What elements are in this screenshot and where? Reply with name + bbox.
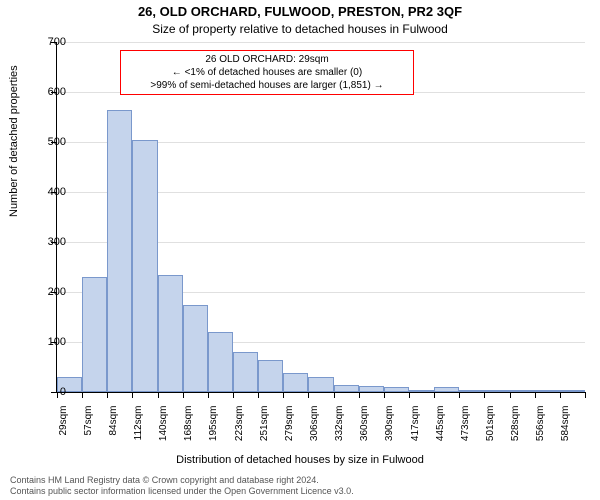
x-tick (308, 392, 309, 398)
y-tick-label: 100 (26, 336, 66, 348)
x-tick (535, 392, 536, 398)
histogram-bar (459, 390, 484, 392)
property-size-chart: 26, OLD ORCHARD, FULWOOD, PRESTON, PR2 3… (0, 0, 600, 500)
x-tick-label: 251sqm (259, 406, 270, 462)
x-tick-label: 57sqm (83, 406, 94, 462)
y-tick-label: 0 (26, 386, 66, 398)
histogram-bar (384, 387, 409, 392)
x-tick (107, 392, 108, 398)
y-tick-label: 600 (26, 86, 66, 98)
histogram-bar (434, 387, 459, 392)
histogram-bar (82, 277, 107, 392)
footer-line1: Contains HM Land Registry data © Crown c… (10, 475, 590, 487)
x-tick-label: 556sqm (535, 406, 546, 462)
footer-text: Contains HM Land Registry data © Crown c… (10, 475, 590, 498)
histogram-bar (233, 352, 258, 392)
x-tick-label: 168sqm (183, 406, 194, 462)
x-tick-label: 473sqm (460, 406, 471, 462)
x-tick-label: 501sqm (485, 406, 496, 462)
x-tick-label: 195sqm (208, 406, 219, 462)
histogram-bar (258, 360, 283, 393)
x-tick (434, 392, 435, 398)
x-tick-label: 584sqm (560, 406, 571, 462)
x-tick-label: 390sqm (384, 406, 395, 462)
x-tick-label: 528sqm (510, 406, 521, 462)
annotation-line2: ← <1% of detached houses are smaller (0) (127, 66, 407, 79)
x-tick (233, 392, 234, 398)
histogram-bar (308, 377, 333, 392)
y-tick-label: 300 (26, 236, 66, 248)
x-tick (484, 392, 485, 398)
annotation-line1: 26 OLD ORCHARD: 29sqm (127, 53, 407, 66)
x-tick-label: 279sqm (284, 406, 295, 462)
x-tick (560, 392, 561, 398)
x-tick (208, 392, 209, 398)
annotation-box: 26 OLD ORCHARD: 29sqm ← <1% of detached … (120, 50, 414, 95)
histogram-bar (334, 385, 359, 393)
y-tick-label: 500 (26, 136, 66, 148)
x-tick (158, 392, 159, 398)
x-tick-label: 445sqm (435, 406, 446, 462)
footer-line2: Contains public sector information licen… (10, 486, 590, 498)
histogram-bar (510, 390, 535, 392)
x-tick-label: 306sqm (309, 406, 320, 462)
y-tick-label: 400 (26, 186, 66, 198)
x-tick-label: 112sqm (133, 406, 144, 462)
x-tick (384, 392, 385, 398)
histogram-bar (359, 386, 384, 392)
annotation-line3: >99% of semi-detached houses are larger … (127, 79, 407, 92)
x-tick (409, 392, 410, 398)
histogram-bar (409, 390, 434, 392)
histogram-bar (208, 332, 233, 392)
histogram-bar (183, 305, 208, 393)
y-tick-label: 700 (26, 36, 66, 48)
x-tick (459, 392, 460, 398)
x-tick-label: 332sqm (334, 406, 345, 462)
x-tick (283, 392, 284, 398)
x-tick (510, 392, 511, 398)
grid-line (57, 42, 585, 43)
x-tick (334, 392, 335, 398)
x-tick-label: 84sqm (108, 406, 119, 462)
y-tick-label: 200 (26, 286, 66, 298)
y-axis-title: Number of detached properties (8, 65, 20, 217)
x-tick-label: 223sqm (234, 406, 245, 462)
x-tick (585, 392, 586, 398)
x-tick-label: 140sqm (158, 406, 169, 462)
x-tick (82, 392, 83, 398)
x-tick-label: 417sqm (410, 406, 421, 462)
x-tick (258, 392, 259, 398)
x-tick (359, 392, 360, 398)
x-tick (132, 392, 133, 398)
x-tick-label: 29sqm (58, 406, 69, 462)
histogram-bar (560, 390, 585, 392)
histogram-bar (535, 390, 560, 392)
x-tick-label: 360sqm (359, 406, 370, 462)
chart-title-main: 26, OLD ORCHARD, FULWOOD, PRESTON, PR2 3… (0, 4, 600, 19)
histogram-bar (132, 140, 157, 393)
x-tick (183, 392, 184, 398)
histogram-bar (283, 373, 308, 392)
histogram-bar (484, 390, 509, 392)
chart-title-sub: Size of property relative to detached ho… (0, 22, 600, 36)
histogram-bar (107, 110, 132, 393)
histogram-bar (158, 275, 183, 393)
